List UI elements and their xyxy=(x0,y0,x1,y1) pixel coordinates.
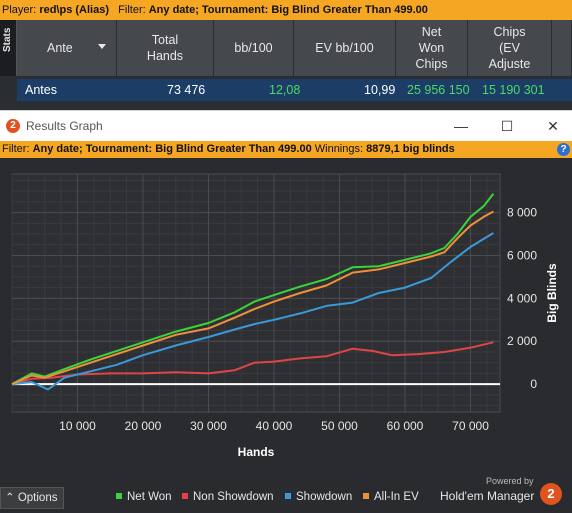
chevron-up-icon: ⌃ xyxy=(5,492,15,504)
series-line-all-in-ev xyxy=(11,210,494,386)
col-header-chips-ev[interactable]: Chips (EV Adjuste xyxy=(468,20,552,76)
y-tick-label: 4 000 xyxy=(507,291,537,305)
top-filter-bar: Player: red\ps (Alias) Filter: Any date;… xyxy=(0,0,572,20)
x-axis-label: Hands xyxy=(238,445,275,459)
col-header-net-won-chips[interactable]: Net Won Chips xyxy=(396,20,468,76)
legend-item-all-in-ev[interactable]: All-In EV xyxy=(363,489,419,505)
graph-filter-label: Filter: xyxy=(2,143,30,155)
minimize-icon[interactable]: — xyxy=(454,118,468,134)
holdem-manager-logo-icon: 2 xyxy=(6,119,20,133)
player-value[interactable]: red\ps (Alias) xyxy=(39,4,109,16)
powered-by-label: Powered by xyxy=(486,476,534,486)
cell-bb100: 12,08 xyxy=(269,83,301,97)
col-header-ante[interactable]: Ante xyxy=(17,20,117,76)
results-chart: 10 000 20 000 30 000 40 000 50 000 60 000 70 0… xyxy=(11,173,559,459)
cell-total-hands: 73 476 xyxy=(167,83,206,97)
series-line-net-won xyxy=(11,193,495,385)
col-header-bb100[interactable]: bb/100 xyxy=(214,20,294,76)
maximize-icon[interactable]: ☐ xyxy=(500,118,514,134)
col-header-ev-bb100[interactable]: EV bb/100 xyxy=(294,20,396,76)
winnings-value: 8879,1 big blinds xyxy=(366,143,455,155)
y-tick-label: 0 xyxy=(530,377,537,391)
cell-chips-ev: 15 190 301 xyxy=(482,83,545,97)
col-header-spacer xyxy=(552,20,572,76)
close-icon[interactable]: ✕ xyxy=(547,118,559,134)
x-tick-label: 20 000 xyxy=(125,419,162,433)
chevron-down-icon[interactable] xyxy=(98,44,106,49)
series-line-showdown xyxy=(11,232,494,391)
x-tick-label: 30 000 xyxy=(190,419,227,433)
x-tick-label: 50 000 xyxy=(321,419,358,433)
help-icon[interactable]: ? xyxy=(557,143,570,156)
options-button[interactable]: ⌃ Options xyxy=(0,487,64,509)
window-title: Results Graph xyxy=(26,119,103,133)
graph-area: 10 000 20 000 30 000 40 000 50 000 60 000 70 0… xyxy=(0,158,572,513)
legend-swatch xyxy=(285,493,291,499)
legend-swatch xyxy=(182,493,188,499)
x-tick-label: 40 000 xyxy=(256,419,293,433)
graph-filter-value[interactable]: Any date; Tournament: Big Blind Greater … xyxy=(32,143,312,155)
plot-background xyxy=(11,173,501,413)
series-line-non-showdown xyxy=(11,341,494,386)
col-header-total-hands[interactable]: Total Hands xyxy=(117,20,214,76)
y-axis-label: Big Blinds xyxy=(545,263,559,323)
row-separator xyxy=(17,101,572,110)
legend-swatch xyxy=(116,493,122,499)
table-row[interactable]: Antes 73 476 12,08 10,99 25 956 150 15 1… xyxy=(17,79,572,101)
x-tick-label: 10 000 xyxy=(59,419,96,433)
y-tick-label: 6 000 xyxy=(507,248,537,262)
x-tick-label: 60 000 xyxy=(387,419,424,433)
cell-ante: Antes xyxy=(25,83,57,97)
holdem-manager-brand-icon: 2 xyxy=(540,483,562,505)
stats-panel: Stats Ante Total Hands bb/100 EV bb/100 … xyxy=(0,20,572,110)
legend-item-non-showdown[interactable]: Non Showdown xyxy=(182,489,274,505)
legend-item-showdown[interactable]: Showdown xyxy=(285,489,352,505)
winnings-label: Winnings: xyxy=(314,143,364,155)
graph-filter-bar: Filter: Any date; Tournament: Big Blind … xyxy=(0,141,572,158)
brand-label: Hold'em Manager xyxy=(440,489,535,503)
player-label: Player: xyxy=(2,4,37,16)
filter-value[interactable]: Any date; Tournament: Big Blind Greater … xyxy=(148,4,428,16)
filter-label: Filter: xyxy=(118,4,146,16)
cell-net-won-chips: 25 956 150 xyxy=(407,83,470,97)
stats-tab[interactable]: Stats xyxy=(0,20,17,76)
results-graph-titlebar: 2 Results Graph — ☐ ✕ xyxy=(0,110,572,141)
legend-item-net-won[interactable]: Net Won xyxy=(116,489,172,505)
cell-ev-bb100: 10,99 xyxy=(364,83,396,97)
x-tick-label: 70 000 xyxy=(452,419,489,433)
legend-swatch xyxy=(363,493,369,499)
y-tick-label: 8 000 xyxy=(507,206,537,220)
y-tick-label: 2 000 xyxy=(507,334,537,348)
